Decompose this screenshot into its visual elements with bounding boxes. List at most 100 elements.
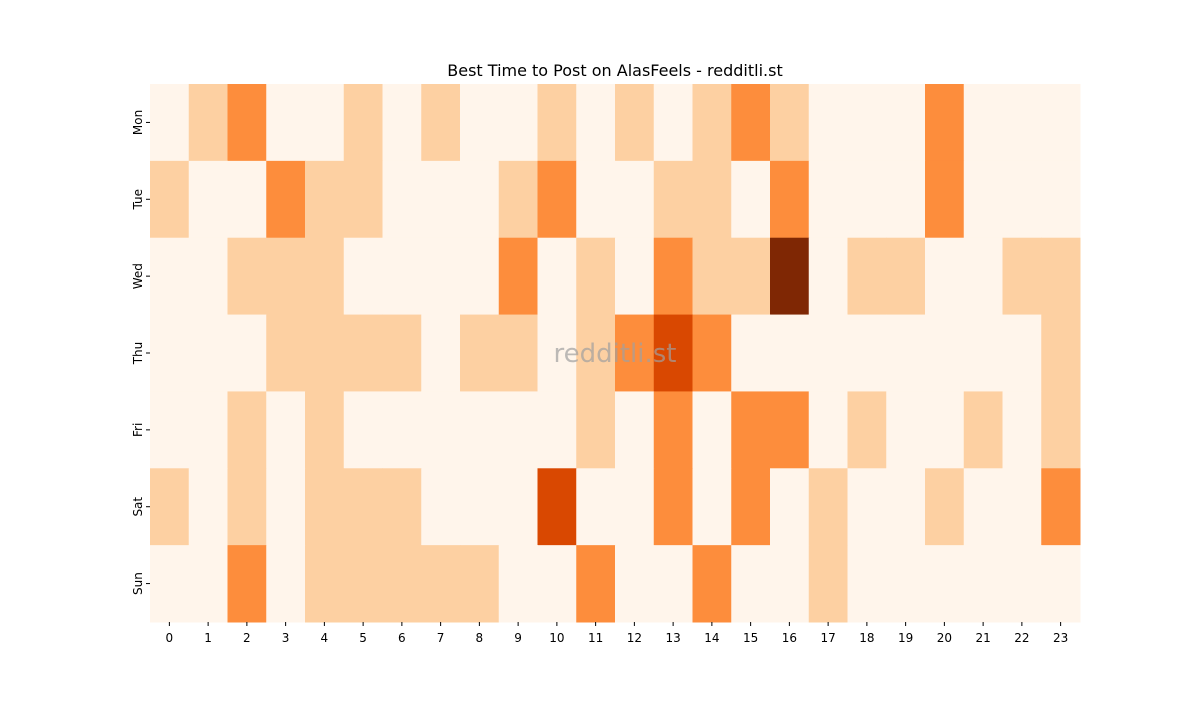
heatmap-cell-fri-17 bbox=[808, 391, 848, 469]
heatmap-cell-sun-1 bbox=[188, 545, 228, 623]
heatmap-cell-wed-1 bbox=[188, 237, 228, 316]
heatmap-cell-thu-19 bbox=[886, 314, 926, 392]
heatmap-cell-tue-6 bbox=[382, 160, 422, 239]
heatmap-cell-fri-23 bbox=[1041, 391, 1081, 469]
x-tick-label-23: 23 bbox=[1053, 631, 1068, 645]
heatmap-cell-mon-20 bbox=[925, 84, 965, 162]
heatmap-cell-thu-17 bbox=[808, 314, 848, 392]
heatmap-cell-fri-0 bbox=[150, 391, 190, 469]
heatmap-cell-wed-18 bbox=[847, 237, 887, 316]
heatmap-cell-mon-4 bbox=[305, 84, 345, 162]
heatmap-cell-thu-23 bbox=[1041, 314, 1081, 392]
heatmap-cell-tue-22 bbox=[1002, 160, 1042, 239]
heatmap-cell-sat-3 bbox=[266, 468, 306, 546]
heatmap-cell-sat-15 bbox=[731, 468, 771, 546]
heatmap-cell-thu-5 bbox=[343, 314, 383, 392]
heatmap-cell-fri-19 bbox=[886, 391, 926, 469]
x-tick-label-10: 10 bbox=[549, 631, 564, 645]
heatmap-cell-wed-2 bbox=[227, 237, 267, 316]
x-tick-label-11: 11 bbox=[588, 631, 603, 645]
x-tick-label-0: 0 bbox=[166, 631, 174, 645]
heatmap-cell-thu-21 bbox=[963, 314, 1003, 392]
heatmap-cell-sat-20 bbox=[925, 468, 965, 546]
heatmap-cell-tue-14 bbox=[692, 160, 732, 239]
heatmap-cell-wed-19 bbox=[886, 237, 926, 316]
heatmap-cell-sat-23 bbox=[1041, 468, 1081, 546]
heatmap-cell-thu-8 bbox=[460, 314, 500, 392]
heatmap-cell-sun-19 bbox=[886, 545, 926, 623]
heatmap-cell-sun-14 bbox=[692, 545, 732, 623]
heatmap-cell-wed-3 bbox=[266, 237, 306, 316]
heatmap-cell-wed-14 bbox=[692, 237, 732, 316]
heatmap-cell-thu-15 bbox=[731, 314, 771, 392]
heatmap-cell-mon-7 bbox=[421, 84, 461, 162]
heatmap-cell-sat-22 bbox=[1002, 468, 1042, 546]
y-tick-label-mon: Mon bbox=[131, 110, 145, 135]
y-tick-label-sat: Sat bbox=[131, 497, 145, 517]
heatmap-cell-wed-16 bbox=[770, 237, 810, 316]
heatmap-cell-tue-7 bbox=[421, 160, 461, 239]
heatmap-cell-wed-11 bbox=[576, 237, 616, 316]
x-tick-label-19: 19 bbox=[898, 631, 913, 645]
heatmap-cell-sat-16 bbox=[770, 468, 810, 546]
heatmap-cell-thu-9 bbox=[498, 314, 538, 392]
heatmap-cell-tue-15 bbox=[731, 160, 771, 239]
heatmap-cell-sat-14 bbox=[692, 468, 732, 546]
heatmap-cell-sat-0 bbox=[150, 468, 190, 546]
heatmap-cell-sun-5 bbox=[343, 545, 383, 623]
heatmap-cell-thu-13 bbox=[653, 314, 693, 392]
heatmap-cell-sat-5 bbox=[343, 468, 383, 546]
chart-title: Best Time to Post on AlasFeels - redditl… bbox=[447, 61, 782, 80]
heatmap-cell-sun-7 bbox=[421, 545, 461, 623]
heatmap-cell-wed-0 bbox=[150, 237, 190, 316]
heatmap-cell-tue-11 bbox=[576, 160, 616, 239]
heatmap-cell-sun-2 bbox=[227, 545, 267, 623]
heatmap-cell-tue-1 bbox=[188, 160, 228, 239]
heatmap-cell-fri-20 bbox=[925, 391, 965, 469]
watermark: redditli.st bbox=[554, 339, 677, 369]
heatmap-cell-wed-10 bbox=[537, 237, 577, 316]
heatmap-cell-sun-17 bbox=[808, 545, 848, 623]
heatmap-cell-fri-7 bbox=[421, 391, 461, 469]
heatmap-cell-mon-16 bbox=[770, 84, 810, 162]
heatmap-cell-fri-1 bbox=[188, 391, 228, 469]
heatmap-cell-fri-21 bbox=[963, 391, 1003, 469]
heatmap-cell-tue-10 bbox=[537, 160, 577, 239]
heatmap-cell-sun-11 bbox=[576, 545, 616, 623]
heatmap-cell-mon-8 bbox=[460, 84, 500, 162]
heatmap-cell-thu-16 bbox=[770, 314, 810, 392]
x-tick-label-8: 8 bbox=[476, 631, 484, 645]
heatmap-cell-tue-16 bbox=[770, 160, 810, 239]
heatmap-cell-sat-8 bbox=[460, 468, 500, 546]
heatmap-cell-fri-6 bbox=[382, 391, 422, 469]
heatmap-cell-fri-9 bbox=[498, 391, 538, 469]
heatmap-cell-tue-18 bbox=[847, 160, 887, 239]
heatmap-cell-wed-12 bbox=[615, 237, 655, 316]
heatmap-cell-thu-6 bbox=[382, 314, 422, 392]
heatmap-cell-sun-4 bbox=[305, 545, 345, 623]
heatmap-cell-sun-15 bbox=[731, 545, 771, 623]
heatmap-cell-sat-2 bbox=[227, 468, 267, 546]
heatmap-cell-tue-19 bbox=[886, 160, 926, 239]
heatmap-cell-fri-22 bbox=[1002, 391, 1042, 469]
heatmap-cell-wed-22 bbox=[1002, 237, 1042, 316]
heatmap-cell-sun-13 bbox=[653, 545, 693, 623]
x-tick-label-5: 5 bbox=[359, 631, 367, 645]
heatmap-cell-sun-22 bbox=[1002, 545, 1042, 623]
heatmap-cell-tue-20 bbox=[925, 160, 965, 239]
heatmap-cell-thu-0 bbox=[150, 314, 190, 392]
x-tick-label-14: 14 bbox=[704, 631, 719, 645]
heatmap-cell-thu-10 bbox=[537, 314, 577, 392]
y-axis: Mon Tue Wed Thu Fri Sat Sun bbox=[131, 110, 150, 595]
x-tick-label-2: 2 bbox=[243, 631, 251, 645]
heatmap-cell-tue-2 bbox=[227, 160, 267, 239]
heatmap-cell-wed-9 bbox=[498, 237, 538, 316]
heatmap-cell-thu-1 bbox=[188, 314, 228, 392]
heatmap-cell-fri-11 bbox=[576, 391, 616, 469]
heatmap-cell-tue-21 bbox=[963, 160, 1003, 239]
heatmap-cell-sat-11 bbox=[576, 468, 616, 546]
heatmap-cell-sat-21 bbox=[963, 468, 1003, 546]
heatmap-cell-fri-13 bbox=[653, 391, 693, 469]
y-tick-label-thu: Thu bbox=[131, 342, 145, 366]
